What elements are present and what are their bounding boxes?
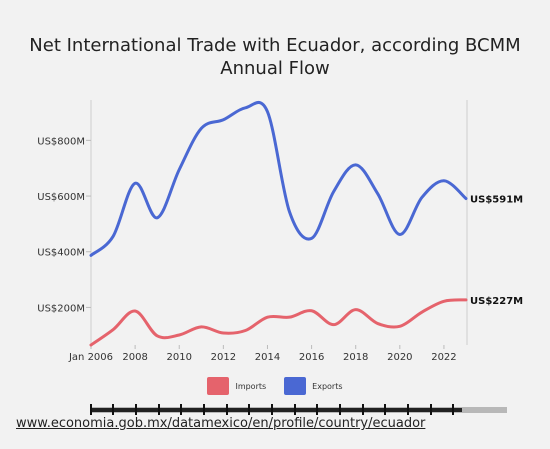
legend-item-imports[interactable]: Imports bbox=[207, 377, 266, 395]
time-slider-tick[interactable] bbox=[407, 404, 409, 415]
y-tick-label-1: US$400M bbox=[37, 248, 85, 259]
time-slider[interactable] bbox=[90, 404, 507, 415]
time-slider-tick[interactable] bbox=[226, 404, 228, 415]
y-tick-label-0: US$200M bbox=[37, 303, 85, 314]
end-label-imports: US$227M bbox=[470, 296, 523, 307]
legend-label-exports: Exports bbox=[312, 381, 343, 391]
chart-title-line-1: Net International Trade with Ecuador, ac… bbox=[29, 35, 521, 56]
legend-swatch-imports bbox=[207, 377, 230, 395]
y-tick-label-2: US$600M bbox=[37, 192, 85, 203]
y-tick-label-3: US$800M bbox=[37, 136, 85, 147]
time-slider-tick[interactable] bbox=[203, 404, 205, 415]
x-tick-label-5: 2016 bbox=[299, 352, 324, 363]
time-slider-tick[interactable] bbox=[158, 404, 160, 415]
x-tick-label-1: 2008 bbox=[122, 352, 147, 363]
x-tick-label-0: Jan 2006 bbox=[68, 352, 113, 363]
time-slider-tick[interactable] bbox=[135, 404, 137, 415]
source-link[interactable]: www.economia.gob.mx/datamexico/en/profil… bbox=[16, 416, 426, 431]
x-tick-label-7: 2020 bbox=[387, 352, 412, 363]
time-slider-tick[interactable] bbox=[452, 404, 454, 415]
chart-legend: Imports Exports bbox=[0, 377, 550, 395]
series-line-imports bbox=[89, 298, 468, 347]
time-slider-tick[interactable] bbox=[316, 404, 318, 415]
x-tick-label-6: 2018 bbox=[343, 352, 368, 363]
x-tick-label-3: 2012 bbox=[211, 352, 236, 363]
chart-subtitle: Annual Flow bbox=[220, 58, 330, 79]
time-slider-tick[interactable] bbox=[339, 404, 341, 415]
chart-title: Net International Trade with Ecuador, ac… bbox=[0, 34, 550, 80]
legend-swatch-exports bbox=[284, 377, 307, 395]
series-line-exports bbox=[89, 100, 468, 257]
time-slider-tick[interactable] bbox=[90, 404, 92, 415]
time-slider-tick[interactable] bbox=[180, 404, 182, 415]
time-slider-tick[interactable] bbox=[112, 404, 114, 415]
x-tick-label-4: 2014 bbox=[255, 352, 280, 363]
x-tick-label-2: 2010 bbox=[167, 352, 192, 363]
time-slider-tick[interactable] bbox=[430, 404, 432, 415]
time-slider-tick[interactable] bbox=[248, 404, 250, 415]
end-label-exports: US$591M bbox=[470, 195, 523, 206]
time-slider-tick[interactable] bbox=[271, 404, 273, 415]
time-slider-tick[interactable] bbox=[294, 404, 296, 415]
legend-label-imports: Imports bbox=[235, 381, 267, 391]
time-slider-progress bbox=[90, 408, 462, 412]
legend-item-exports[interactable]: Exports bbox=[284, 377, 343, 395]
x-tick-label-8: 2022 bbox=[431, 352, 456, 363]
time-slider-tick[interactable] bbox=[384, 404, 386, 415]
time-slider-tick[interactable] bbox=[362, 404, 364, 415]
